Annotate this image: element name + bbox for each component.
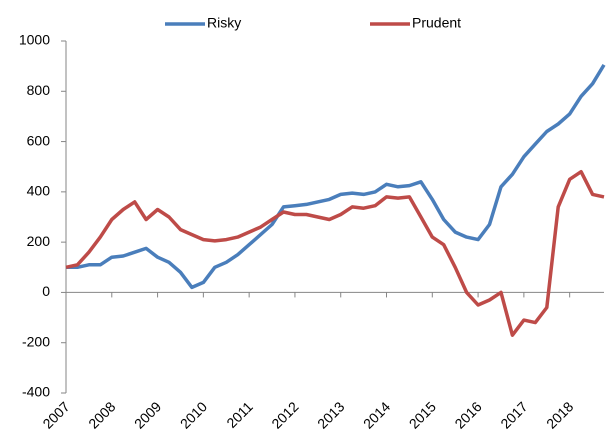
y-tick-label: 600 (27, 132, 51, 148)
x-tick-label: 2015 (406, 398, 439, 431)
legend-label: Prudent (412, 15, 461, 31)
x-tick-label: 2017 (497, 398, 530, 431)
x-tick-label: 2013 (314, 398, 347, 431)
x-tick-label: 2008 (85, 398, 118, 431)
x-tick-label: 2011 (223, 398, 256, 431)
x-tick-label: 2014 (360, 398, 393, 431)
y-tick-label: 1000 (19, 32, 50, 48)
x-tick-label: 2016 (451, 398, 484, 431)
series-line (66, 63, 606, 290)
y-tick-label: -400 (22, 384, 50, 400)
legend-label: Risky (207, 15, 241, 31)
x-tick-label: 2010 (177, 398, 210, 431)
y-tick-label: 200 (27, 233, 51, 249)
x-tick-label: 2007 (39, 398, 72, 431)
y-tick-label: 0 (42, 283, 50, 299)
y-tick-label: 800 (27, 82, 51, 98)
y-tick-label: 400 (27, 183, 51, 199)
x-tick-label: 2009 (131, 398, 164, 431)
y-tick-label: -200 (22, 333, 50, 349)
x-tick-label: 2012 (268, 398, 301, 431)
x-tick-label: 2018 (543, 398, 576, 431)
series-line (65, 169, 605, 337)
